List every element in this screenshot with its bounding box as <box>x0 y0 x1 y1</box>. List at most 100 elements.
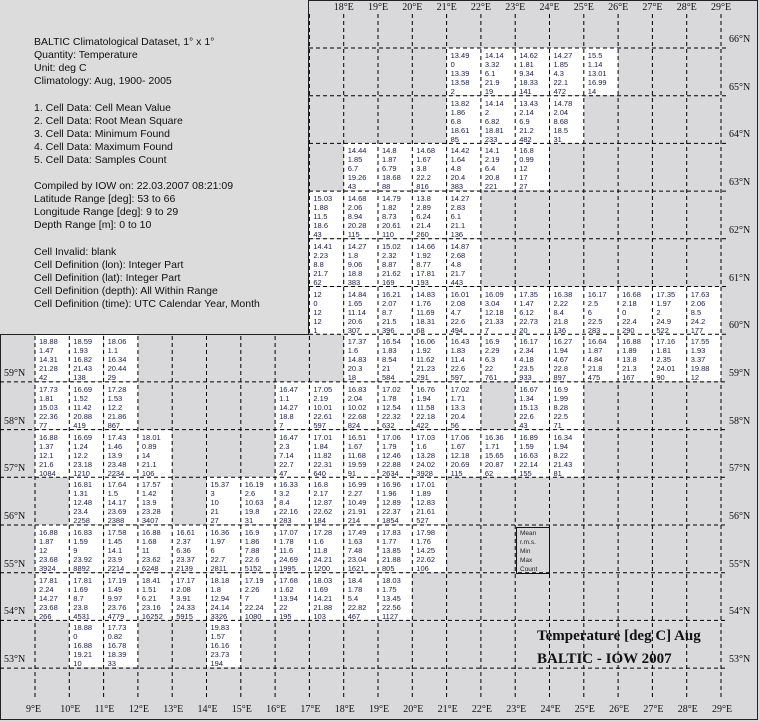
cell-count: 106 <box>416 564 429 573</box>
cell-max: 21.28 <box>39 364 58 374</box>
grid-cell: 16.47 2.3 7.14 22.7 47 <box>275 429 310 478</box>
cell-max: 21.6 <box>39 459 54 469</box>
cell-rms: 1.63 <box>347 537 363 546</box>
cell-max: 23.92 <box>73 555 93 564</box>
longitude-label: 19°E <box>369 704 390 715</box>
cell-count: 1127 <box>382 611 399 621</box>
cell-max: 17 <box>519 173 528 183</box>
grid-cell: 16.36 1.71 15.65 20.87 62 <box>480 429 515 478</box>
cell-count: 81 <box>553 468 562 478</box>
cell-max: 22.16 <box>279 507 298 517</box>
grid-cell: 14.68 2.06 8.94 20.28 115 <box>343 191 378 239</box>
cell-max: 21.7 <box>450 268 466 278</box>
grid-cell: 18.4 1.78 5.4 22.82 467 <box>343 572 378 621</box>
cell-count: 136 <box>553 325 567 335</box>
cell-max: 22.18 <box>416 411 436 421</box>
cell-count: 443 <box>450 277 464 287</box>
grid-cell: 14.1 2.19 6.4 20.8 221 <box>480 143 515 191</box>
cell-rms: 2.6 <box>244 489 256 499</box>
cell-max: 22 <box>484 364 494 374</box>
cell-mean: 16.06 <box>416 337 436 347</box>
cell-min: 16.63 <box>519 450 538 460</box>
cell-rms: 1.81 <box>39 393 54 403</box>
cell-min: 9.97 <box>107 593 123 603</box>
longitude-label: 20°E <box>403 704 424 715</box>
latitude-label: 54°N <box>729 606 751 618</box>
latitude-label: 53°N <box>4 654 26 666</box>
cell-mean: 17.07 <box>279 528 298 537</box>
cell-min: 12.1 <box>39 450 54 460</box>
legend-item: Mean <box>520 530 537 537</box>
cell-max: 18.33 <box>519 78 538 87</box>
cell-min: 9.06 <box>347 259 363 269</box>
cell-max: 21.43 <box>73 364 93 374</box>
cell-min: 6.79 <box>382 164 397 174</box>
grid-cell: 12 0 12 12 1 <box>309 286 344 335</box>
cell-mean: 18.06 <box>107 337 127 347</box>
cell-min: 6 <box>210 546 215 555</box>
grid-cell: 17.68 1.62 13.94 22 195 <box>275 572 310 621</box>
cell-min: 16.34 <box>107 355 127 365</box>
cell-mean: 17.17 <box>176 575 195 585</box>
grid-cell: 17.17 2.08 3.91 24.33 5915 <box>172 572 207 621</box>
grid-cell: 16.99 2.27 10.49 21.91 214 <box>343 477 378 525</box>
grid-cell: 14.14 2 6.82 18.81 233 <box>480 95 515 144</box>
cell-min: 2.35 <box>656 355 671 365</box>
longitude-label: 21°E <box>436 2 457 13</box>
cell-mean: 14.79 <box>382 194 401 204</box>
cell-mean: 16.43 <box>450 337 470 347</box>
info-line: Cell Invalid: blank <box>34 245 117 258</box>
cell-rms: 1.5 <box>107 489 119 499</box>
longitude-label: 19°E <box>368 2 389 13</box>
cell-mean: 14.68 <box>347 194 367 204</box>
cell-rms: 1.1 <box>279 393 290 403</box>
grid-cell: 15.03 1.88 11.5 18.6 43 <box>309 191 344 239</box>
longitude-label: 27°E <box>643 704 664 715</box>
cell-max: 23.69 <box>107 507 127 517</box>
cell-max: 18.68 <box>382 173 401 183</box>
cell-min: 6.82 <box>484 116 500 126</box>
grid-cell: 16.76 1.94 11.58 22.18 422 <box>412 381 447 430</box>
longitude-label: 21°E <box>437 704 458 715</box>
cell-max: 23.68 <box>39 555 58 564</box>
cell-min: 4.8 <box>450 164 462 174</box>
cell-mean: 16.19 <box>244 480 264 490</box>
grid-cell: 17.02 1.71 13.3 20.4 56 <box>446 381 481 430</box>
cell-max: 23.9 <box>107 555 123 564</box>
grid-cell: 14.84 1.65 11.14 20.6 307 <box>343 286 378 335</box>
cell-count: 8892 <box>73 564 90 573</box>
grid-cell: 16.89 1.59 16.63 22.14 155 <box>515 429 550 478</box>
cell-rms: 2.26 <box>244 584 260 594</box>
cell-count: 29 <box>107 373 116 383</box>
cell-rms: 2.34 <box>519 346 534 356</box>
info-line: Cell Definition (lon): Integer Part <box>34 258 184 271</box>
cell-mean: 14.41 <box>313 241 333 251</box>
cell-min: 11.5 <box>313 212 328 222</box>
info-line: Cell Definition (lat): Integer Part <box>34 271 181 284</box>
cell-min: 6.7 <box>347 164 359 174</box>
grid-cell: 14.27 1.85 4.3 22.1 472 <box>549 48 584 96</box>
cell-max: 22.73 <box>519 316 538 326</box>
cell-min: 6 <box>587 307 592 317</box>
cell-count: 195 <box>279 611 292 621</box>
cell-min: 13.45 <box>382 593 401 603</box>
cell-rms: 1.51 <box>141 584 157 594</box>
cell-rms: 1.75 <box>382 584 397 594</box>
cell-min: 8.28 <box>553 402 569 412</box>
cell-count: 1200 <box>313 564 331 573</box>
cell-max: 24.21 <box>313 555 333 564</box>
cell-min: 8.8 <box>313 259 324 269</box>
cell-count: 33 <box>107 659 116 669</box>
cell-min: 10.49 <box>347 498 367 508</box>
cell-rms: 0.99 <box>519 155 534 165</box>
cell-count: 5915 <box>176 611 193 621</box>
grid-cell: 14.27 2.83 6.1 21.1 136 <box>446 191 481 239</box>
grid-cell: 17.05 2.19 10.01 22.61 597 <box>309 381 344 430</box>
longitude-label: 22°E <box>470 2 491 13</box>
cell-rms: 1.89 <box>416 489 431 499</box>
cell-max: 23.73 <box>210 650 230 660</box>
cell-mean: 14.62 <box>519 51 538 60</box>
cell-count: 68 <box>416 325 425 335</box>
cell-mean: 12 <box>313 289 322 299</box>
cell-mean: 14.14 <box>484 51 504 60</box>
